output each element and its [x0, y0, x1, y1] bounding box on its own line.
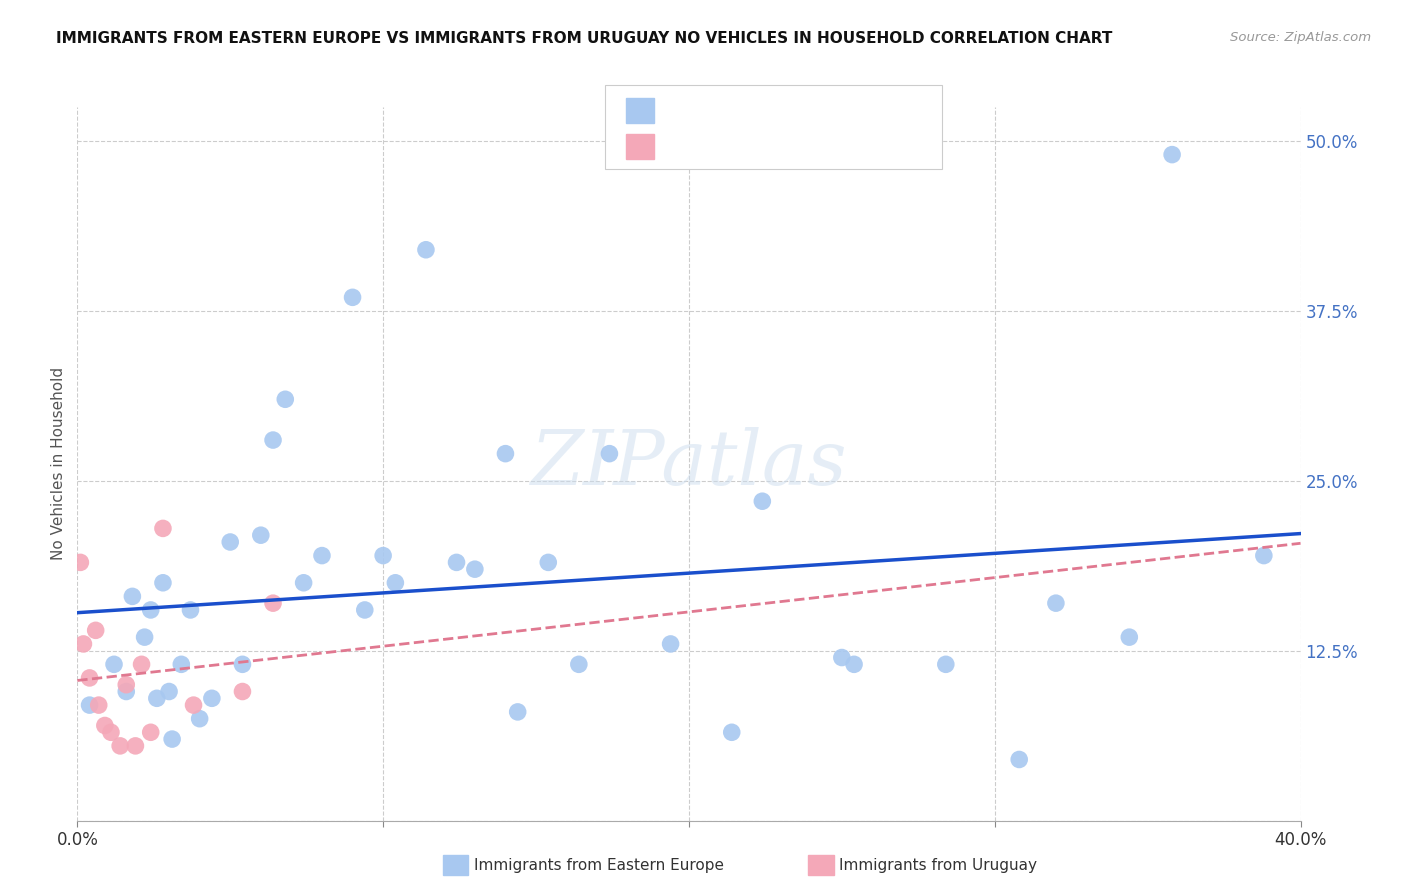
- Text: 0.126: 0.126: [704, 137, 761, 155]
- Point: [139, 725, 162, 739]
- Point: [201, 691, 224, 706]
- Point: [79, 671, 101, 685]
- Point: [1253, 549, 1275, 563]
- Point: [160, 732, 183, 747]
- Point: [100, 725, 122, 739]
- Point: [146, 691, 169, 706]
- Text: R =: R =: [665, 137, 704, 155]
- Point: [79, 698, 101, 712]
- Point: [108, 739, 131, 753]
- Point: [124, 739, 146, 753]
- Text: 44: 44: [806, 102, 831, 120]
- Text: ZIPatlas: ZIPatlas: [530, 427, 848, 500]
- Point: [446, 555, 468, 569]
- Point: [72, 637, 94, 651]
- Point: [121, 590, 143, 604]
- Point: [250, 528, 273, 542]
- Point: [274, 392, 297, 407]
- Point: [935, 657, 957, 672]
- Point: [115, 684, 138, 698]
- Point: [134, 630, 156, 644]
- Text: Source: ZipAtlas.com: Source: ZipAtlas.com: [1230, 31, 1371, 45]
- Point: [157, 684, 180, 698]
- Point: [139, 603, 162, 617]
- Point: [170, 657, 193, 672]
- Point: [87, 698, 110, 712]
- Point: [384, 575, 406, 590]
- Point: [506, 705, 529, 719]
- Point: [659, 637, 682, 651]
- Point: [179, 603, 201, 617]
- Point: [262, 596, 284, 610]
- Point: [842, 657, 865, 672]
- Point: [219, 535, 242, 549]
- Text: 16: 16: [806, 137, 831, 155]
- Point: [353, 603, 375, 617]
- Point: [1045, 596, 1067, 610]
- Point: [131, 657, 153, 672]
- Point: [94, 718, 117, 732]
- Point: [464, 562, 486, 576]
- Point: [311, 549, 333, 563]
- Point: [495, 447, 517, 461]
- Point: [188, 712, 211, 726]
- Point: [342, 290, 364, 304]
- Point: [598, 447, 620, 461]
- Point: [1118, 630, 1140, 644]
- Text: N =: N =: [761, 137, 813, 155]
- Point: [152, 575, 174, 590]
- Text: 0.097: 0.097: [704, 102, 761, 120]
- Point: [720, 725, 742, 739]
- Point: [84, 624, 107, 638]
- Point: [292, 575, 315, 590]
- Point: [831, 650, 853, 665]
- Text: Immigrants from Uruguay: Immigrants from Uruguay: [839, 858, 1038, 872]
- Point: [103, 657, 125, 672]
- Point: [262, 433, 284, 447]
- Point: [152, 521, 174, 535]
- Text: N =: N =: [761, 102, 813, 120]
- Point: [1161, 147, 1184, 161]
- Text: R =: R =: [665, 102, 704, 120]
- Point: [415, 243, 437, 257]
- Point: [183, 698, 205, 712]
- Text: IMMIGRANTS FROM EASTERN EUROPE VS IMMIGRANTS FROM URUGUAY NO VEHICLES IN HOUSEHO: IMMIGRANTS FROM EASTERN EUROPE VS IMMIGR…: [56, 31, 1112, 46]
- Point: [231, 684, 253, 698]
- Text: Immigrants from Eastern Europe: Immigrants from Eastern Europe: [474, 858, 724, 872]
- Point: [751, 494, 773, 508]
- Point: [371, 549, 394, 563]
- Point: [1008, 752, 1031, 766]
- Point: [537, 555, 560, 569]
- Y-axis label: No Vehicles in Household: No Vehicles in Household: [51, 368, 66, 560]
- Point: [568, 657, 591, 672]
- Point: [231, 657, 253, 672]
- Point: [69, 555, 91, 569]
- Point: [115, 678, 138, 692]
